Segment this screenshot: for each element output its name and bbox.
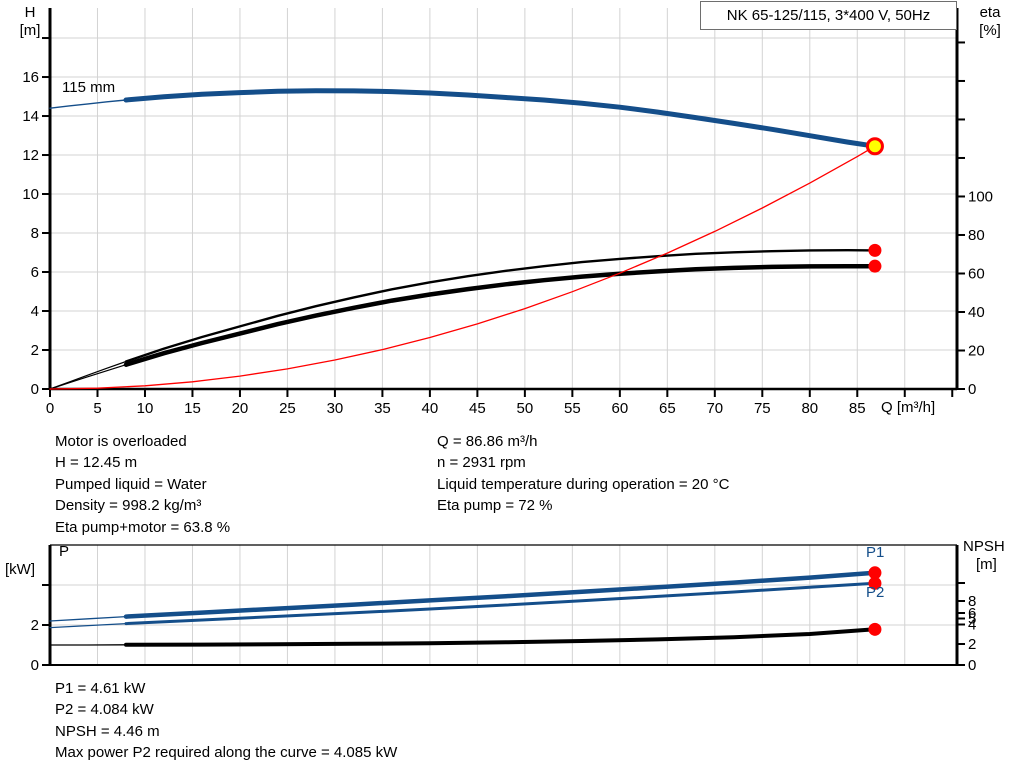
x-tick-label: 25 [279,400,296,417]
right-tick-label: 80 [968,227,985,244]
x-tick-label: 10 [137,400,154,417]
h-axis-title-unit: [m] [19,22,41,39]
eta-pump-motor-curve [123,263,878,367]
x-tick-label: 15 [184,400,201,417]
left-tick-label: 2 [31,342,39,359]
h-axis-title-symbol: H [24,4,36,21]
p1-curve [49,615,127,622]
x-tick-label: 45 [469,400,486,417]
right-tick-label: 0 [968,381,976,398]
eta-axis-title: eta [%] [966,4,1014,40]
p-axis-title-symbol: P [59,543,70,560]
info-npsh: NPSH = 4.46 m [55,722,160,740]
p2-curve [124,581,877,626]
left-tick-label: 16 [22,69,39,86]
x-tick-label: 5 [93,400,101,417]
x-tick-label: 70 [706,400,723,417]
left-tick-label: 0 [31,381,39,398]
right-tick-label: 100 [968,188,993,205]
h-axis-title: H [m] [8,4,52,40]
right-tick-label: 0 [968,657,976,674]
pump-designation-box: NK 65-125/115, 3*400 V, 50Hz [700,1,957,30]
npsh-curve [124,627,877,647]
right-tick-label: 20 [968,342,985,359]
info-density: Density = 998.2 kg/m³ [55,497,202,515]
duty-info-right: Q = 86.86 m³/h n = 2931 rpm Liquid tempe… [437,431,729,517]
info-eta-pump: Eta pump = 72 % [437,497,553,515]
right-tick-label: 5 [968,611,976,628]
x-tick-label: 65 [659,400,676,417]
p1-curve [123,570,878,619]
right-tick-label: 8 [968,593,976,610]
x-tick-label: 60 [611,400,628,417]
info-speed: n = 2931 rpm [437,454,526,472]
eta-axis-title-symbol: eta [979,4,1001,21]
left-tick-label: 0 [31,657,39,674]
right-tick-label: 4 [968,617,976,634]
p2-point [868,576,882,590]
p1-curve-label: P1 [866,544,885,561]
info-motor-overloaded: Motor is overloaded [55,433,187,450]
left-tick-label: 2 [31,617,39,634]
left-tick-label: 6 [31,264,39,281]
eta-pump-motor-point [868,259,882,273]
right-tick-label: 6 [968,605,976,622]
npsh-axis-title-unit: [m] [976,556,997,573]
x-tick-label: 30 [327,400,344,417]
x-tick-label: 80 [801,400,818,417]
x-tick-label: 40 [422,400,439,417]
p2-curve-label: P2 [866,584,885,601]
info-pumped-liquid: Pumped liquid = Water [55,475,207,493]
duty-point-marker[interactable] [865,137,884,156]
info-eta-pump-motor: Eta pump+motor = 63.8 % [55,518,231,536]
eta-axis-title-unit: [%] [979,22,1001,39]
left-tick-label: 12 [22,147,39,164]
x-tick-label: 55 [564,400,581,417]
info-p1: P1 = 4.61 kW [55,680,146,697]
x-tick-label: 35 [374,400,391,417]
qh-curve-115mm [123,88,878,149]
info-flow: Q = 86.86 m³/h [437,433,538,450]
left-tick-label: 14 [22,108,39,125]
x-tick-label: 85 [849,400,866,417]
impeller-size-label: 115 mm [62,79,116,96]
q-axis-title: Q [m³/h] [881,399,936,416]
left-tick-label: 8 [31,225,39,242]
info-liquid-temperature: Liquid temperature during operation = 20… [437,475,730,493]
system-curve [49,145,876,390]
eta-pump-point [868,243,882,257]
right-tick-label: 2 [968,636,976,653]
x-tick-label: 20 [232,400,249,417]
x-tick-label: 0 [46,400,54,417]
p1-point [868,566,882,580]
right-tick-label: 60 [968,265,985,282]
info-p2: P2 = 4.084 kW [55,701,154,719]
npsh-point [868,622,882,636]
qh-curve-115mm [49,99,127,109]
pump-designation-text: NK 65-125/115, 3*400 V, 50Hz [726,7,931,24]
p2-curve [49,622,127,629]
p-axis-title-unit: [kW] [5,561,35,578]
info-head: H = 12.45 m [55,454,138,472]
left-tick-label: 10 [22,186,39,203]
x-tick-label: 75 [754,400,771,417]
x-tick-label: 50 [517,400,534,417]
npsh-axis-title-symbol: NPSH [963,538,1005,555]
eta-pump-motor-curve [49,364,127,390]
qh-chart[interactable]: 0 5 10 15 20 25 30 35 40 45 50 55 60 65 70 75 80 85 0 2 4 6 8 1… [22,8,993,417]
left-tick-label: 4 [31,303,39,320]
duty-info-left: Motor is overloaded H = 12.45 m Pumped l… [55,431,230,538]
eta-pump-curve [124,248,877,363]
info-max-power: Max power P2 required along the curve = … [55,744,398,762]
right-tick-label: 40 [968,304,985,321]
duty-info-bottom: P1 = 4.61 kW P2 = 4.084 kW NPSH = 4.46 m… [55,678,397,764]
